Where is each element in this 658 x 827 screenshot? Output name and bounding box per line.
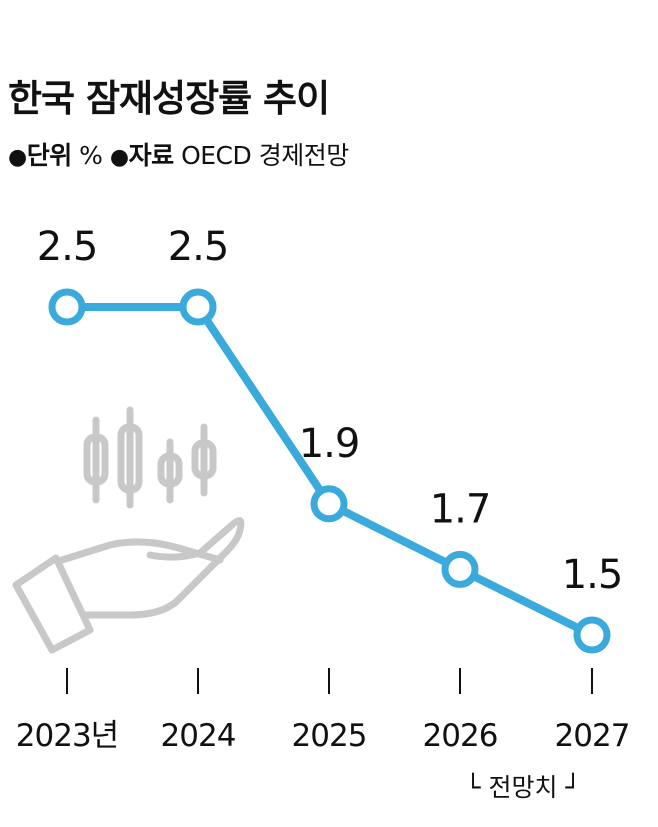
x-tick-label: 2023년 xyxy=(16,718,118,754)
chart-meta: ●단위 % ●자료 OECD 경제전망 xyxy=(8,136,349,172)
data-labels: 2.5 2.5 1.9 1.7 1.5 xyxy=(37,224,624,598)
bullet-icon: ● xyxy=(8,145,27,170)
bullet-icon: ● xyxy=(109,145,129,170)
data-label: 1.9 xyxy=(299,421,360,467)
x-tick-label: 2027 xyxy=(555,718,630,754)
data-point xyxy=(573,616,611,654)
series-line xyxy=(63,303,596,639)
data-label: 2.5 xyxy=(168,224,229,270)
data-label: 1.7 xyxy=(430,486,491,532)
source-key: 자료 xyxy=(128,141,175,170)
x-tick-label: 2025 xyxy=(292,718,367,754)
x-tick-label: 2024 xyxy=(161,718,236,754)
forecast-label: └ 전망치 ┘ xyxy=(466,772,581,802)
source-value: OECD 경제전망 xyxy=(181,141,349,170)
unit-value: % xyxy=(79,141,103,170)
data-label: 1.5 xyxy=(562,552,623,598)
hand-holding-candlestick-icon xyxy=(12,406,245,654)
data-point xyxy=(310,485,348,523)
x-tick-label: 2026 xyxy=(423,718,498,754)
data-point xyxy=(441,550,479,588)
x-tick-labels: 2023년 2024 2025 2026 2027 xyxy=(16,718,631,754)
data-points xyxy=(48,288,611,654)
data-point xyxy=(179,288,217,326)
x-ticks xyxy=(66,668,593,694)
data-label: 2.5 xyxy=(37,224,98,270)
data-point xyxy=(48,288,86,326)
unit-key: 단위 xyxy=(26,141,73,170)
chart-title: 한국 잠재성장률 추이 xyxy=(8,77,330,120)
